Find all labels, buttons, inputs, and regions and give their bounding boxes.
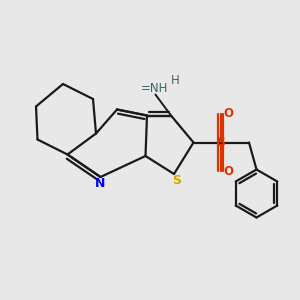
Text: O: O: [223, 165, 233, 178]
Text: N: N: [95, 177, 105, 190]
Text: O: O: [223, 107, 233, 120]
Text: S: S: [172, 173, 182, 187]
Text: =NH: =NH: [141, 82, 168, 95]
Text: S: S: [216, 136, 225, 149]
Text: H: H: [171, 74, 180, 88]
